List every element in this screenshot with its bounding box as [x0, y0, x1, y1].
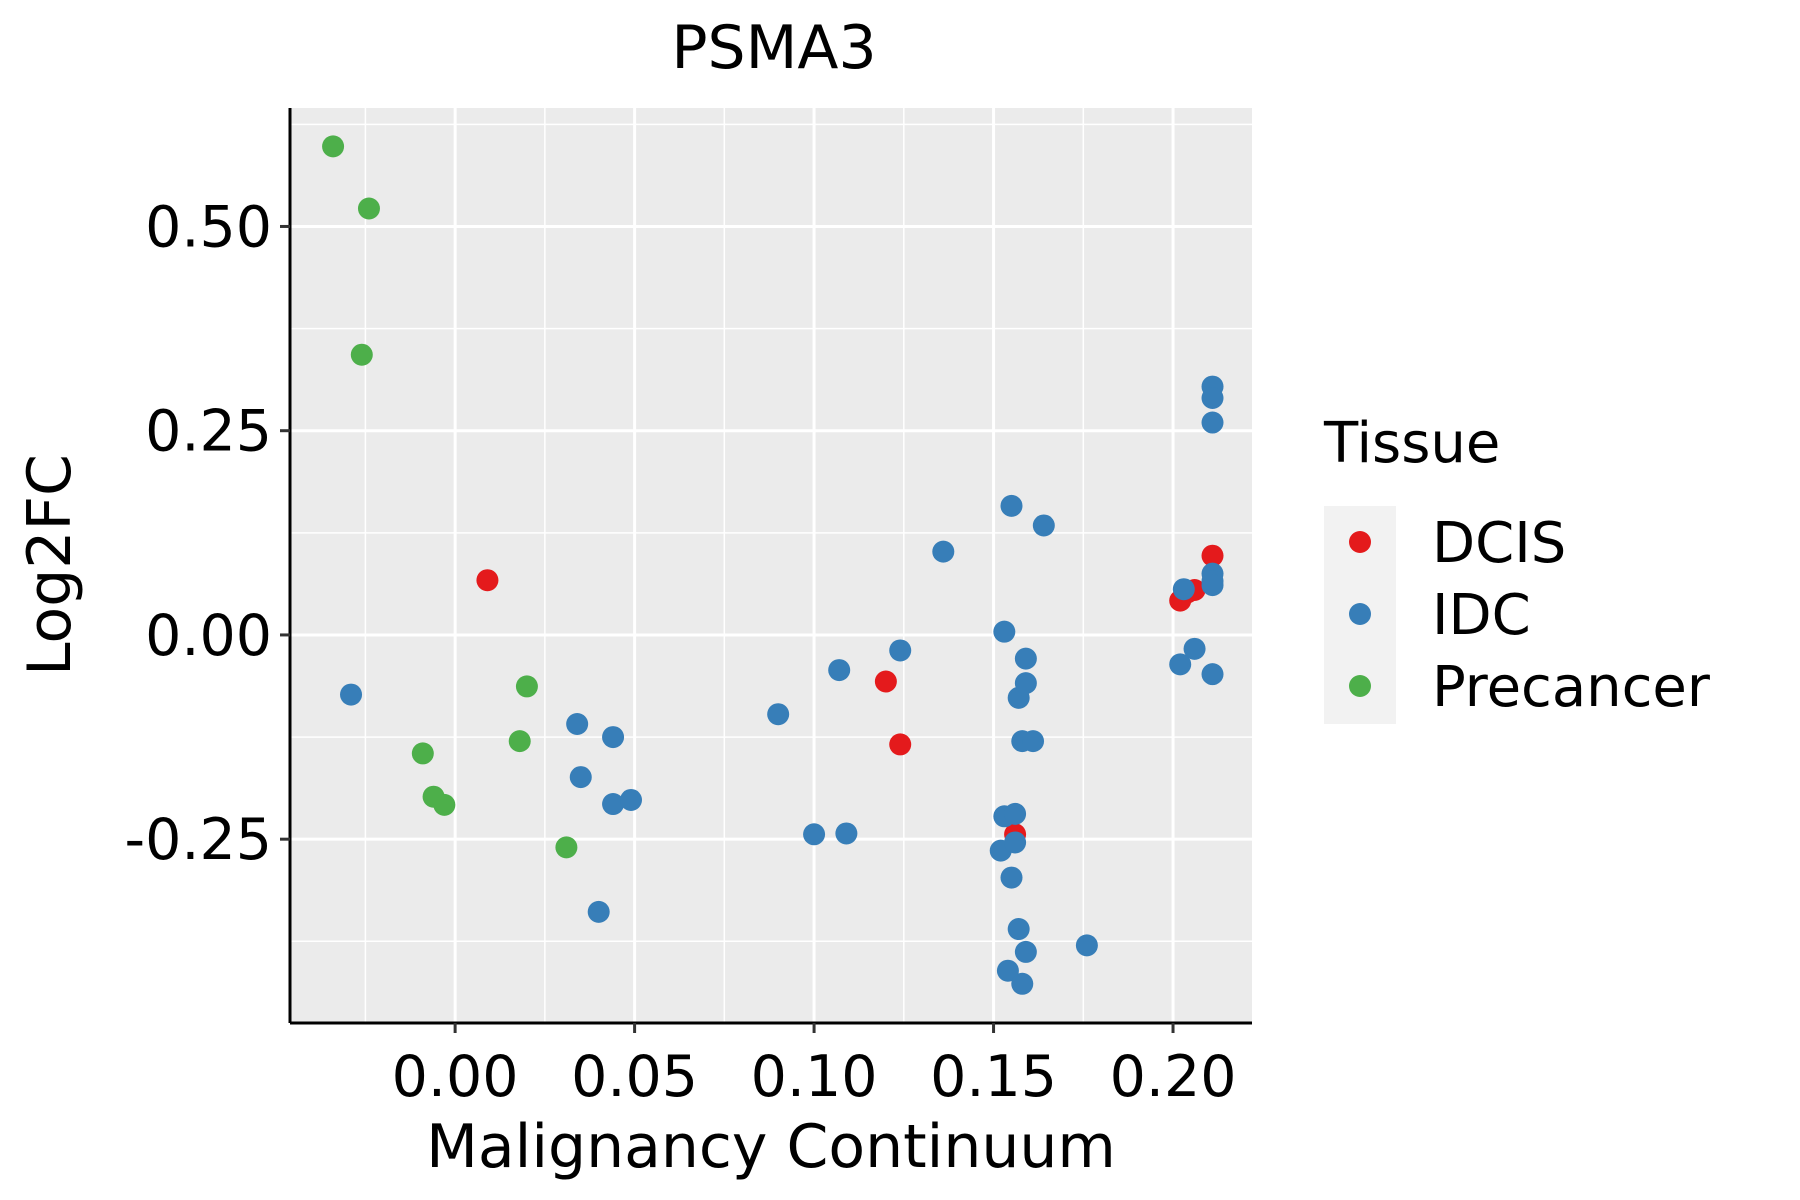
point-dcis — [1201, 544, 1224, 567]
point-precancer — [508, 730, 531, 753]
point-dcis — [889, 733, 912, 756]
legend-label-idc: IDC — [1432, 583, 1531, 648]
point-idc — [1201, 574, 1224, 597]
point-idc — [1014, 940, 1037, 963]
minor-gridlines — [290, 108, 1252, 1023]
data-points — [322, 135, 1224, 995]
y-axis-ticks: -0.25 0.00 0.25 0.50 — [125, 194, 290, 873]
point-precancer — [555, 836, 578, 859]
point-idc — [835, 822, 858, 845]
x-tick-label: 0.20 — [1110, 1044, 1237, 1110]
point-dcis — [874, 670, 897, 693]
y-tick-label: 0.00 — [145, 603, 272, 669]
point-idc — [1004, 802, 1027, 825]
point-dcis — [476, 569, 499, 592]
point-precancer — [350, 343, 373, 366]
point-idc — [602, 793, 625, 816]
legend-key-precancer — [1349, 675, 1371, 697]
legend-label-dcis: DCIS — [1432, 511, 1566, 576]
point-idc — [803, 823, 826, 846]
point-idc — [1004, 831, 1027, 854]
legend-key-dcis — [1349, 531, 1371, 553]
point-idc — [569, 766, 592, 789]
point-idc — [587, 900, 610, 923]
point-idc — [340, 683, 363, 706]
major-gridlines — [290, 108, 1252, 1023]
x-axis-ticks: 0.00 0.05 0.10 0.15 0.20 — [392, 1023, 1237, 1110]
point-idc — [993, 620, 1016, 643]
point-precancer — [515, 675, 538, 698]
point-idc — [1075, 934, 1098, 957]
point-idc — [932, 540, 955, 563]
point-idc — [566, 712, 589, 735]
point-idc — [1201, 411, 1224, 434]
point-idc — [1007, 918, 1030, 941]
legend-key-idc — [1349, 603, 1371, 625]
point-precancer — [357, 197, 380, 220]
point-idc — [996, 959, 1019, 982]
point-idc — [1201, 387, 1224, 410]
point-idc — [1169, 653, 1192, 676]
chart-title: PSMA3 — [671, 13, 876, 83]
point-idc — [1000, 866, 1023, 889]
legend-label-precancer: Precancer — [1432, 655, 1711, 720]
point-idc — [1201, 663, 1224, 686]
x-tick-label: 0.15 — [930, 1044, 1057, 1110]
point-idc — [620, 788, 643, 811]
point-idc — [828, 659, 851, 682]
point-idc — [1014, 647, 1037, 670]
point-idc — [602, 726, 625, 749]
x-tick-label: 0.00 — [392, 1044, 519, 1110]
y-axis-title: Log2FC — [15, 454, 85, 676]
x-tick-label: 0.10 — [751, 1044, 878, 1110]
legend: DCIS IDC Precancer — [1324, 506, 1711, 724]
point-idc — [1183, 637, 1206, 660]
y-tick-label: -0.25 — [125, 807, 272, 873]
point-idc — [1000, 494, 1023, 517]
point-idc — [889, 639, 912, 662]
plot-panel — [290, 108, 1252, 1023]
point-idc — [1172, 578, 1195, 601]
x-tick-label: 0.05 — [571, 1044, 698, 1110]
legend-title: Tissue — [1323, 411, 1500, 476]
point-precancer — [322, 135, 345, 158]
point-idc — [1022, 730, 1045, 753]
point-idc — [1011, 972, 1034, 995]
point-idc — [1032, 514, 1055, 537]
y-tick-label: 0.25 — [145, 399, 272, 465]
point-precancer — [411, 742, 434, 765]
x-axis-title: Malignancy Continuum — [426, 1112, 1116, 1182]
point-precancer — [433, 793, 456, 816]
point-idc — [767, 703, 790, 726]
y-tick-label: 0.50 — [145, 194, 272, 260]
point-idc — [1014, 672, 1037, 695]
